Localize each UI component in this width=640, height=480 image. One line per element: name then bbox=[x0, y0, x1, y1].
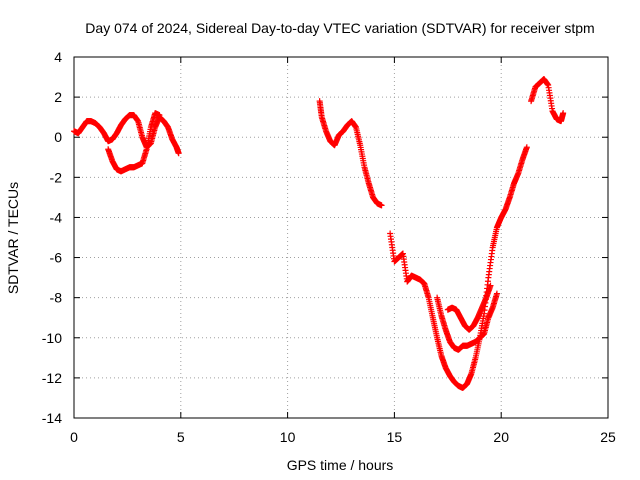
data-point bbox=[523, 144, 530, 151]
data-point bbox=[487, 282, 494, 289]
x-tick-label: 25 bbox=[600, 429, 616, 445]
series-segment-4 bbox=[528, 76, 567, 125]
y-tick-label: -6 bbox=[50, 250, 63, 266]
series-segment-3-middle bbox=[444, 282, 494, 333]
y-tick-label: 4 bbox=[54, 49, 62, 65]
series-segment-1b bbox=[105, 110, 163, 175]
chart-title: Day 074 of 2024, Sidereal Day-to-day VTE… bbox=[85, 20, 594, 36]
grid bbox=[74, 57, 608, 418]
x-tick-label: 5 bbox=[177, 429, 185, 445]
y-tick-label: -4 bbox=[50, 209, 63, 225]
x-axis-label: GPS time / hours bbox=[287, 457, 394, 473]
y-tick-label: -8 bbox=[50, 290, 63, 306]
data-point bbox=[560, 110, 567, 117]
series-segment-3-lower bbox=[387, 144, 530, 391]
plot-frame bbox=[73, 56, 609, 419]
y-tick-label: -2 bbox=[50, 169, 63, 185]
series-segment-2 bbox=[316, 98, 385, 209]
y-axis-label: SDTVAR / TECUs bbox=[5, 182, 21, 294]
data-point bbox=[378, 202, 385, 209]
x-tick-label: 10 bbox=[280, 429, 296, 445]
data-point bbox=[156, 112, 163, 119]
y-tick-label: -12 bbox=[42, 370, 62, 386]
data-points bbox=[71, 76, 567, 391]
x-tick-label: 15 bbox=[387, 429, 403, 445]
y-tick-label: 0 bbox=[54, 129, 62, 145]
x-tick-label: 0 bbox=[70, 429, 78, 445]
x-tick-label: 20 bbox=[493, 429, 509, 445]
data-point bbox=[175, 150, 182, 157]
y-tick-label: -10 bbox=[42, 330, 62, 346]
y-tick-label: -14 bbox=[42, 410, 62, 426]
series-segment-3-upper bbox=[434, 290, 500, 353]
series-segment-1a bbox=[71, 112, 182, 157]
data-point bbox=[493, 290, 500, 297]
y-tick-label: 2 bbox=[54, 89, 62, 105]
